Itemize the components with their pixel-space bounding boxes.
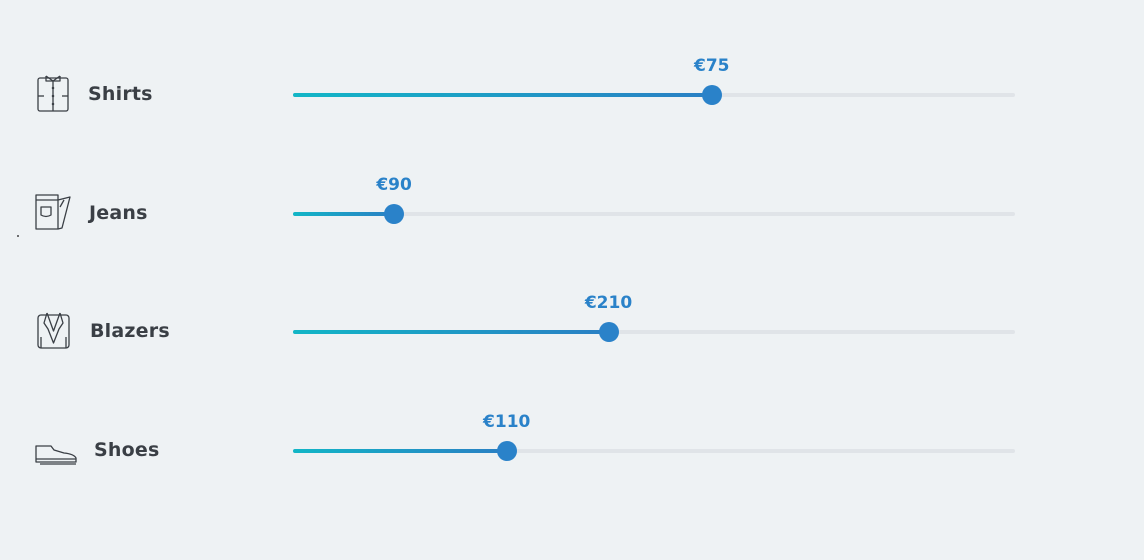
slider-thumb[interactable]: [384, 204, 405, 224]
jeans-icon: [34, 191, 74, 231]
slider-label: Blazers: [90, 320, 170, 342]
slider-label: Jeans: [89, 202, 148, 224]
slider-row-jeans: Jeans €90: [0, 175, 1144, 241]
slider-value: €90: [376, 175, 412, 195]
slider-label: Shoes: [94, 439, 160, 461]
slider-value: €75: [694, 56, 730, 76]
slider-label: Shirts: [88, 83, 153, 105]
slider-fill: [293, 449, 507, 453]
slider-value: €110: [483, 412, 531, 432]
shirt-icon: [34, 72, 74, 112]
slider-fill: [293, 212, 395, 216]
slider-row-shirts: Shirts €75: [0, 56, 1144, 122]
shoe-icon: [34, 428, 78, 468]
slider-track[interactable]: €75: [293, 56, 1015, 105]
slider-thumb[interactable]: [496, 441, 517, 461]
slider-fill: [293, 93, 712, 97]
slider-track[interactable]: €110: [293, 412, 1015, 461]
slider-row-shoes: Shoes €110: [0, 412, 1144, 478]
slider-value: €210: [584, 293, 633, 313]
stray-dot: [17, 235, 19, 237]
slider-track[interactable]: €90: [293, 175, 1015, 224]
slider-thumb[interactable]: [598, 322, 619, 342]
slider-row-blazers: Blazers €210: [0, 293, 1144, 359]
slider-track[interactable]: €210: [293, 293, 1015, 342]
slider-thumb[interactable]: [701, 85, 722, 105]
blazer-icon: [34, 309, 74, 349]
slider-fill: [293, 330, 609, 334]
